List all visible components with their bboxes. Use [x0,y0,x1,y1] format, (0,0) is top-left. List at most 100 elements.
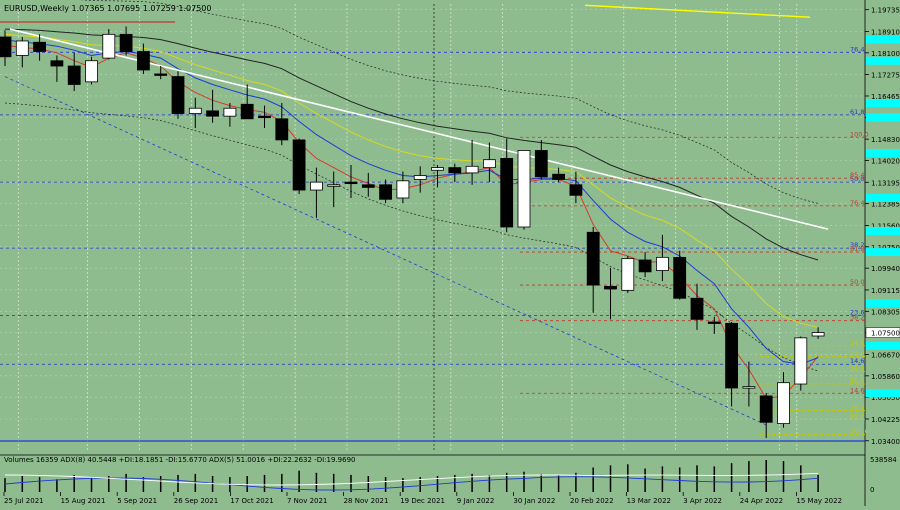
fib-level-label: 100.0 [850,130,869,138]
price-tick-label: 1.17275 [871,72,900,80]
candle-body [171,76,185,114]
level-tag [866,248,900,257]
price-tick-label: 1.16465 [871,93,900,101]
candle-body [309,181,323,191]
candle-body [448,167,462,174]
price-tick-label: 1.18910 [871,28,900,36]
fib-level-label: 76.4 [850,199,864,207]
price-tick-label: 1.06670 [871,351,900,359]
fib-level-label: 61.8 [850,245,864,253]
date-tick-label: 20 Feb 2022 [570,497,614,505]
candle-body [206,110,220,117]
date-tick-label: 7 Nov 2021 [287,497,327,505]
candle-body [690,297,704,320]
candle-body [292,139,306,191]
symbol-header: EURUSD,Weekly 1.07365 1.07695 1.07259 1.… [4,4,211,13]
date-tick-label: 15 May 2022 [796,497,842,505]
channel-diagonal-line [4,76,767,426]
candle-body [0,36,12,58]
volume-panel: 538584 0 [4,456,897,494]
fib-level-label: 14.6 [850,357,864,365]
fib-level-label: 76.4 [850,403,864,411]
current-price-box [865,327,900,338]
fib-level-label: 76.4 [850,45,864,53]
fib-level-label: 38.2 [850,241,864,249]
date-tick-label: 30 Jan 2022 [513,497,555,505]
candle-body [33,41,46,52]
volume-zero-label: 0 [870,486,874,494]
moving-average-line [4,33,819,328]
level-tag [866,389,900,398]
fib-level-label: 50.0 [850,377,864,385]
level-tag [866,299,900,308]
candle-body [673,256,687,299]
candle-body [517,150,531,228]
moving-average-line [4,28,819,261]
candle-body [742,386,756,389]
fib-level-label: 38.2 [850,314,864,322]
candle-body [759,395,773,423]
price-tick-label: 1.19735 [871,7,900,15]
adx-line [4,476,819,491]
price-tick-label: 1.13195 [871,179,900,187]
price-tick-label: 1.11560 [871,222,900,230]
candle-body [794,337,808,385]
fib-level-label: 50.0 [850,175,864,183]
candle-body [777,382,790,425]
fib-level-label: 23.6 [850,308,864,316]
price-tick-label: 1.03400 [871,438,900,446]
price-tick-label: 1.09115 [871,287,900,295]
candle-body [15,40,29,56]
candle-body [258,115,271,119]
level-tag [866,341,900,350]
candle-body [327,184,341,187]
candle-body [707,321,721,324]
fib-level-label: 23.6 [850,349,864,357]
fib-level-label: 14.6 [850,339,864,347]
fib-level-label: 50.0 [850,278,864,286]
candle-body [379,184,393,200]
candle-body [240,103,254,120]
candle-body [223,107,237,117]
date-tick-label: 13 Mar 2022 [627,497,671,505]
volume-max-label: 538584 [870,456,897,464]
candlesticks [0,26,825,439]
date-tick-label: 24 Apr 2022 [740,497,783,505]
level-tag [866,113,900,122]
candle-body [482,159,496,169]
candle-body [621,258,635,291]
level-tag [866,98,900,107]
price-axis: 1.197351.189101.181001.172751.164651.156… [865,7,900,446]
fib-level-label: 85.4 [850,171,864,179]
candle-body [85,60,98,83]
candle-body [188,107,202,114]
fib-level-label: 100.0 [850,428,869,436]
level-tag [866,35,900,44]
price-tick-label: 1.09940 [871,265,900,273]
level-tag [866,149,900,158]
level-tag [866,226,900,235]
price-tick-label: 1.14020 [871,157,900,165]
date-tick-label: 26 Sep 2021 [174,497,218,505]
candle-body [431,167,444,171]
candle-body [811,332,825,337]
date-axis: 25 Jul 2021 15 Aug 2021 5 Sep 2021 26 Sep 2… [3,492,842,505]
candle-body [361,184,375,188]
date-tick-label: 3 Apr 2022 [683,497,722,505]
date-tick-label: 28 Nov 2021 [344,497,389,505]
candle-body [725,322,738,389]
candle-body [102,33,116,59]
price-tick-label: 1.14830 [871,136,900,144]
volume-header: Volumes 16359 ADX(8) 40.5448 +DI:18.1851… [4,456,355,464]
adx-di-line [4,472,819,486]
candle-body [413,175,427,180]
candle-body [465,165,479,174]
candle-body [396,180,410,199]
candle-body [500,157,514,228]
candle-body [50,60,64,67]
date-tick-label: 15 Aug 2021 [61,497,106,505]
candle-body [638,259,652,273]
date-tick-label: 19 Dec 2021 [400,497,445,505]
